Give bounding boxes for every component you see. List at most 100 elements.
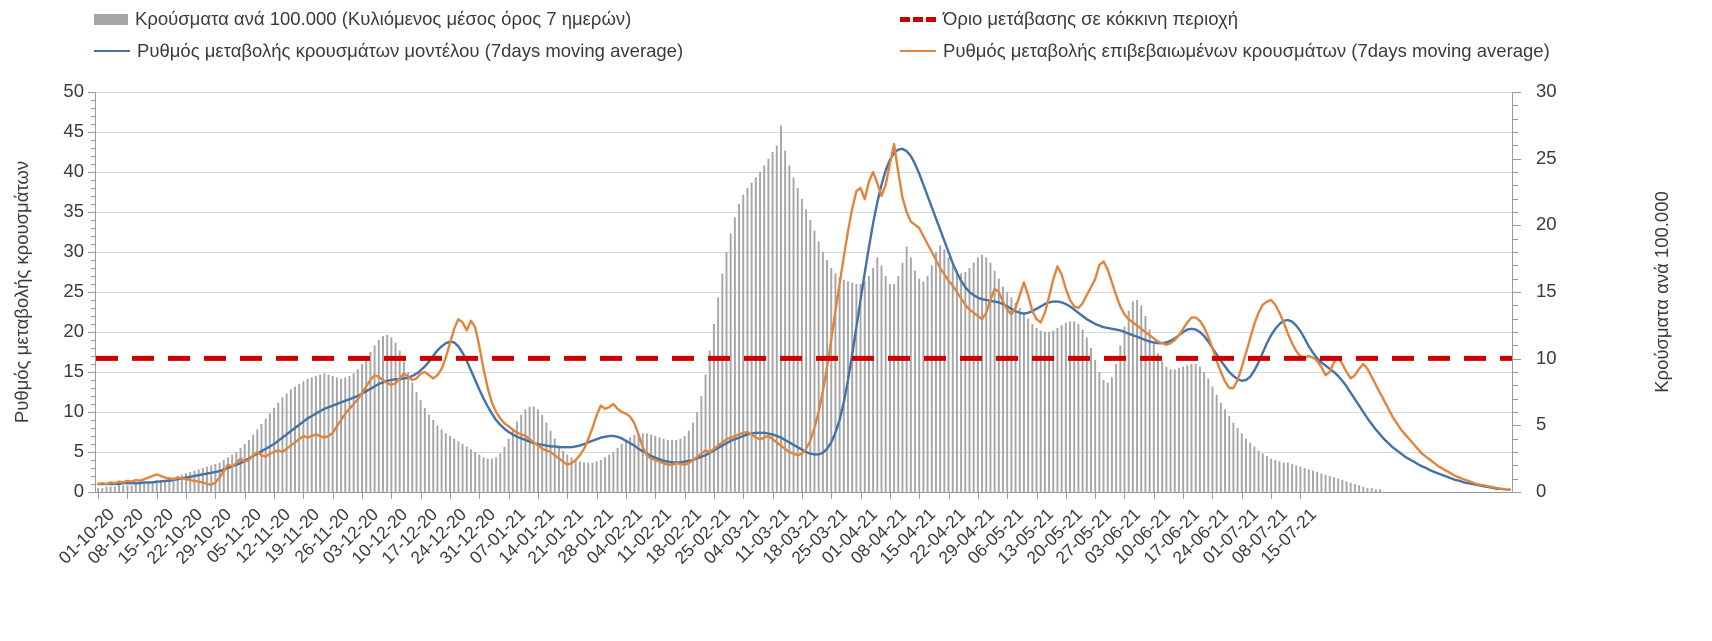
gridline: [96, 372, 1512, 373]
bar: [155, 481, 158, 492]
x-tick: [244, 492, 246, 499]
bar: [612, 452, 615, 492]
bar: [1324, 474, 1327, 492]
x-tick: [801, 492, 803, 499]
bar: [914, 270, 916, 492]
bar: [122, 485, 125, 492]
bar: [398, 350, 401, 492]
bar: [1081, 329, 1084, 492]
y-tick-right: [1513, 398, 1518, 400]
bar: [587, 462, 590, 492]
bar: [1337, 478, 1340, 492]
bar: [1374, 489, 1377, 492]
bar: [1085, 337, 1088, 492]
bar: [235, 452, 238, 492]
y-tick-left: [91, 324, 96, 325]
bar: [1207, 378, 1210, 492]
y-tick-left: [88, 252, 96, 253]
y-tick-right: [1513, 105, 1518, 107]
bar: [361, 364, 363, 492]
bar-series-cases: [97, 125, 1381, 493]
bar: [851, 282, 854, 492]
gridline: [96, 412, 1512, 413]
bar: [1332, 477, 1335, 492]
y-tick-left: [88, 452, 96, 453]
bar: [545, 422, 548, 492]
bar: [386, 334, 389, 492]
bar: [960, 273, 963, 492]
legend-item-model-line: Ρυθμός μεταβολής κρουσμάτων μοντέλου (7d…: [94, 40, 683, 62]
bar: [440, 429, 443, 492]
y-tick-left: [91, 148, 96, 149]
bar: [348, 376, 351, 492]
bar: [109, 486, 112, 492]
y-tick-left: [91, 156, 96, 157]
bar: [1366, 488, 1369, 492]
bar: [847, 281, 849, 492]
bar: [666, 440, 669, 492]
bar: [239, 448, 242, 492]
bar: [281, 397, 284, 492]
x-tick: [1007, 492, 1009, 499]
y-tick-label-left: 40: [63, 160, 84, 181]
y-tick-right: [1513, 425, 1521, 427]
bar: [1307, 469, 1310, 492]
bar: [1299, 466, 1302, 492]
y-tick-left: [91, 276, 96, 277]
bar: [176, 476, 179, 492]
x-tick: [919, 492, 921, 499]
x-tick: [713, 492, 715, 499]
bar: [997, 278, 1000, 492]
bar: [570, 457, 573, 492]
x-tick: [1036, 492, 1038, 499]
y-tick-right: [1513, 372, 1518, 373]
x-tick: [215, 492, 217, 499]
bar: [390, 337, 393, 492]
bar: [733, 217, 736, 492]
bar: [164, 480, 167, 492]
y-tick-left: [91, 260, 96, 261]
y-tick-right: [1513, 292, 1521, 293]
bar: [411, 382, 414, 492]
bar: [415, 392, 418, 492]
bar: [1115, 364, 1118, 492]
bar: [888, 284, 891, 492]
bar: [1048, 332, 1051, 492]
bar: [294, 386, 296, 492]
bar: [729, 233, 732, 492]
bar: [1253, 446, 1256, 492]
bar: [1232, 422, 1235, 492]
y-tick-left: [91, 468, 96, 469]
x-tick: [537, 492, 539, 499]
y-tick-left: [91, 124, 96, 125]
bar: [1136, 300, 1139, 492]
bar: [1106, 382, 1109, 492]
bar: [273, 408, 276, 492]
y-tick-right: [1513, 305, 1518, 307]
y-tick-right: [1513, 158, 1521, 160]
chart-legend: Κρούσματα ανά 100.000 (Κυλιόμενος μέσος …: [0, 0, 1712, 74]
x-tick: [274, 492, 276, 499]
bar: [1182, 366, 1185, 492]
x-axis-line: [95, 492, 1513, 493]
legend-label-threshold: Όριο μετάβασης σε κόκκινη περιοχή: [943, 8, 1238, 29]
bar: [1265, 456, 1268, 492]
bar: [775, 145, 778, 492]
bar: [524, 409, 527, 492]
bar: [792, 177, 795, 492]
bar: [1152, 342, 1155, 492]
bar: [1052, 330, 1055, 492]
x-tick: [186, 492, 188, 499]
y-tick-right: [1513, 412, 1518, 413]
bar: [511, 429, 514, 492]
x-tick: [684, 492, 686, 499]
y-axis-right-line: [1512, 92, 1513, 493]
y-tick-right: [1513, 252, 1518, 253]
x-tick: [156, 492, 158, 499]
bar: [227, 457, 229, 492]
bar: [566, 454, 569, 492]
y-tick-label-right: 15: [1536, 280, 1557, 301]
x-tick: [1300, 492, 1302, 499]
bar: [465, 446, 468, 492]
bar: [1194, 364, 1197, 492]
